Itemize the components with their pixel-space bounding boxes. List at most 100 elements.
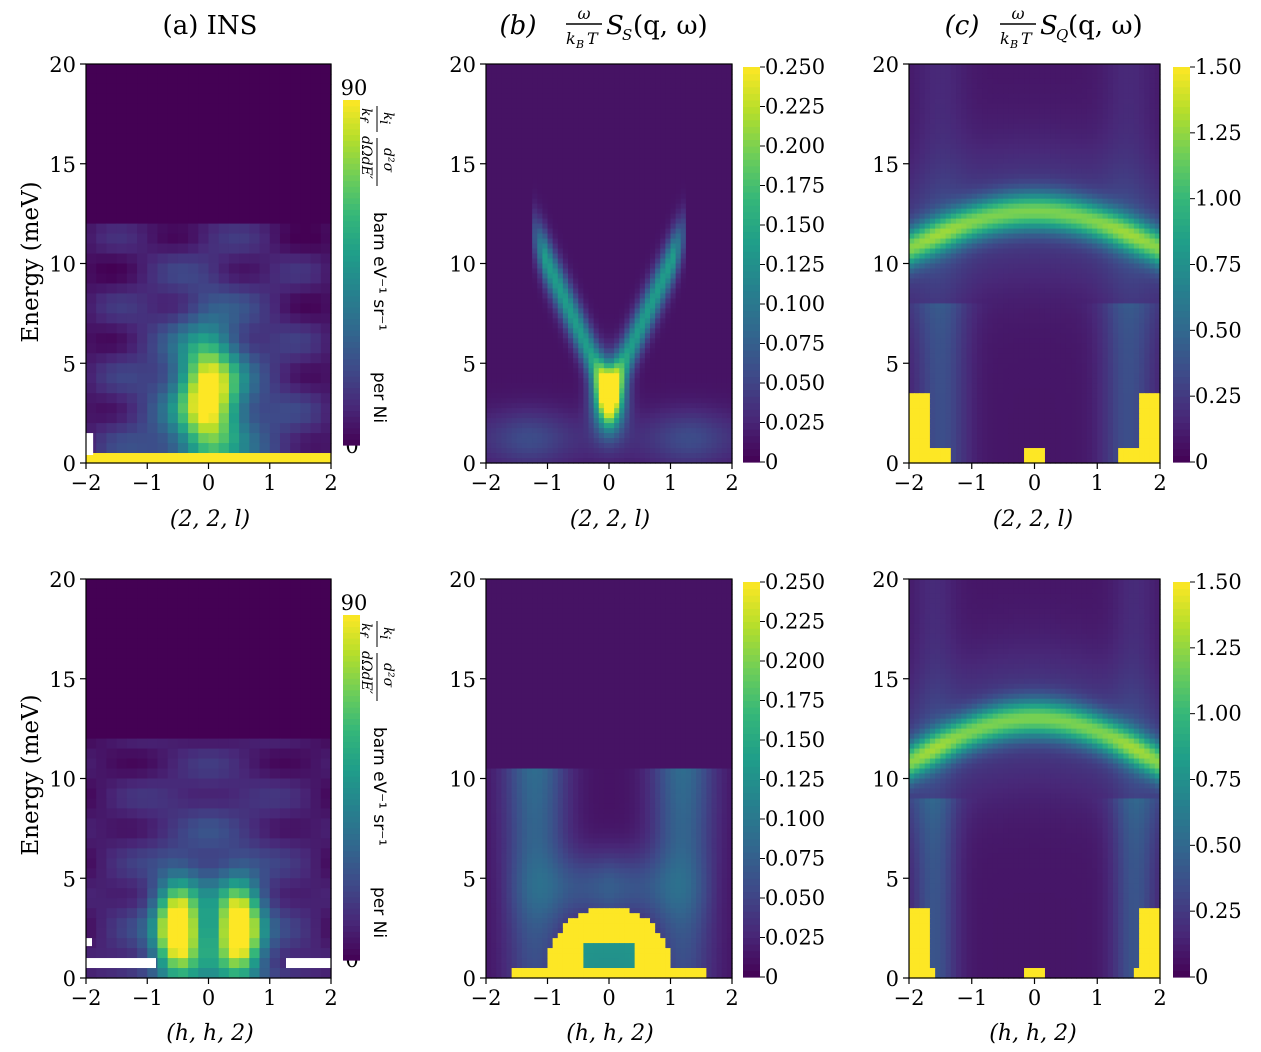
- heatmap-cell: [650, 118, 656, 125]
- heatmap-cell: [228, 343, 240, 354]
- heatmap-cell: [629, 418, 636, 424]
- heatmap-cell: [583, 193, 590, 200]
- heatmap-cell: [614, 218, 620, 225]
- heatmap-cell: [532, 208, 538, 215]
- heatmap-cell: [726, 263, 733, 270]
- heatmap-cell: [259, 323, 271, 334]
- heatmap-cell: [614, 393, 620, 399]
- heatmap-cell: [670, 118, 677, 125]
- heatmap-cell: [249, 173, 261, 185]
- heatmap-cell: [726, 178, 733, 185]
- heatmap-cell: [157, 443, 169, 454]
- heatmap-cell: [300, 353, 312, 364]
- heatmap-cell: [578, 288, 584, 295]
- heatmap-cell: [157, 263, 169, 275]
- heatmap-cell: [177, 303, 189, 314]
- heatmap-cell: [578, 358, 584, 364]
- heatmap-cell: [542, 288, 549, 295]
- heatmap-cell: [547, 193, 554, 200]
- heatmap-cell: [157, 143, 169, 155]
- heatmap-cell: [167, 103, 179, 115]
- heatmap-cell: [691, 443, 697, 449]
- heatmap-cell: [106, 213, 118, 225]
- heatmap-cell: [96, 273, 108, 285]
- heatmap-cell: [562, 83, 569, 90]
- heatmap-cell: [521, 78, 528, 85]
- heatmap-cell: [486, 368, 492, 374]
- heatmap-cell: [691, 143, 697, 150]
- heatmap-cell: [726, 398, 733, 404]
- heatmap-cell: [685, 388, 692, 394]
- heatmap-cell: [177, 213, 189, 225]
- heatmap-cell: [598, 438, 605, 444]
- heatmap-cell: [609, 88, 615, 95]
- heatmap-cell: [639, 348, 646, 354]
- heatmap-cell: [516, 193, 523, 200]
- heatmap-cell: [542, 398, 549, 404]
- heatmap-cell: [573, 248, 579, 255]
- heatmap-cell: [701, 213, 707, 220]
- heatmap-cell: [491, 353, 497, 359]
- heatmap-cell: [919, 68, 926, 75]
- heatmap-cell: [650, 178, 656, 185]
- heatmap-cell: [506, 393, 513, 399]
- heatmap-cell: [639, 133, 646, 140]
- heatmap-cell: [650, 193, 656, 200]
- heatmap-cell: [167, 413, 179, 424]
- heatmap-cell: [532, 443, 538, 449]
- heatmap-cell: [239, 383, 250, 394]
- heatmap-cell: [573, 303, 579, 309]
- heatmap-cell: [496, 258, 502, 265]
- heatmap-cell: [501, 248, 508, 255]
- heatmap-cell: [609, 348, 615, 354]
- heatmap-cell: [644, 223, 651, 230]
- heatmap-cell: [521, 188, 528, 195]
- heatmap-cell: [624, 438, 631, 444]
- heatmap-cell: [511, 173, 518, 180]
- heatmap-cell: [593, 133, 600, 140]
- heatmap-cell: [501, 383, 508, 389]
- heatmap-cell: [685, 253, 692, 260]
- heatmap-cell: [96, 443, 108, 454]
- heatmap-cell: [177, 293, 189, 304]
- heatmap-cell: [511, 283, 518, 290]
- heatmap-cell: [726, 153, 733, 160]
- heatmap-cell: [557, 338, 564, 344]
- heatmap-cell: [496, 73, 502, 80]
- heatmap-cell: [511, 438, 518, 444]
- heatmap-cell: [650, 173, 656, 180]
- heatmap-cell: [696, 118, 702, 125]
- heatmap-cell: [562, 238, 569, 245]
- heatmap-cell: [578, 113, 584, 120]
- heatmap-cell: [588, 288, 595, 295]
- heatmap-cell: [603, 228, 610, 235]
- heatmap-cell: [239, 233, 250, 245]
- heatmap-cell: [706, 298, 713, 304]
- heatmap-cell: [516, 148, 523, 155]
- heatmap-cell: [557, 408, 564, 414]
- heatmap-cell: [552, 313, 559, 319]
- heatmap-cell: [1024, 68, 1030, 75]
- heatmap-cell: [634, 243, 641, 250]
- heatmap-cell: [665, 158, 672, 165]
- heatmap-cell: [650, 388, 656, 394]
- heatmap-cell: [86, 263, 97, 275]
- heatmap-cell: [609, 313, 615, 319]
- heatmap-cell: [547, 173, 554, 180]
- heatmap-cell: [106, 64, 118, 75]
- heatmap-cell: [496, 373, 502, 379]
- heatmap-cell: [726, 323, 733, 329]
- heatmap-cell: [660, 158, 666, 165]
- heatmap-cell: [634, 438, 641, 444]
- heatmap-cell: [552, 163, 559, 170]
- heatmap-cell: [614, 113, 620, 120]
- heatmap-cell: [696, 273, 702, 280]
- heatmap-cell: [603, 163, 610, 170]
- heatmap-cell: [557, 64, 564, 70]
- heatmap-cell: [716, 363, 723, 369]
- heatmap-cell: [598, 213, 605, 220]
- heatmap-cell: [496, 103, 502, 110]
- heatmap-cell: [511, 453, 518, 459]
- heatmap-cell: [557, 93, 564, 100]
- heatmap-cell: [598, 298, 605, 304]
